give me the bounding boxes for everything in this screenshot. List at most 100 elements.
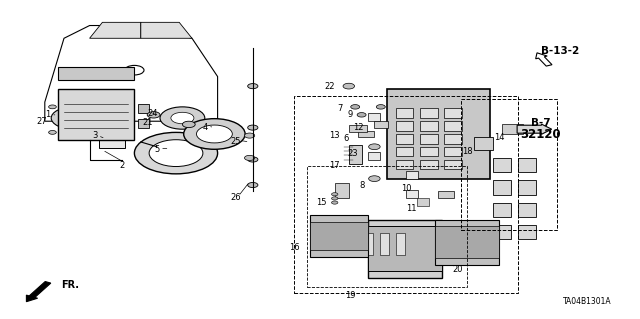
Bar	[444, 121, 462, 131]
Bar	[493, 180, 511, 195]
Bar	[358, 131, 374, 137]
Circle shape	[332, 193, 338, 196]
Text: 11: 11	[406, 204, 417, 213]
Circle shape	[332, 197, 338, 200]
FancyArrow shape	[517, 124, 552, 134]
Bar	[518, 158, 536, 172]
Text: 8: 8	[360, 181, 365, 189]
Circle shape	[248, 157, 258, 162]
Bar	[310, 215, 368, 257]
Bar	[396, 147, 413, 156]
Circle shape	[248, 125, 258, 130]
Circle shape	[357, 113, 366, 117]
Bar	[493, 203, 511, 217]
Bar	[348, 233, 357, 255]
Bar	[387, 89, 490, 179]
Bar	[518, 180, 536, 195]
Circle shape	[182, 121, 195, 128]
Bar	[368, 226, 442, 271]
Bar	[420, 134, 438, 144]
Bar	[444, 147, 462, 156]
Circle shape	[332, 201, 338, 204]
Bar	[58, 89, 134, 140]
Text: 7: 7	[338, 104, 343, 113]
Bar	[444, 108, 462, 118]
Bar	[364, 233, 373, 255]
Text: 19: 19	[345, 291, 355, 300]
Bar	[435, 220, 499, 265]
FancyArrow shape	[26, 282, 51, 302]
Bar	[474, 137, 493, 150]
Text: 26: 26	[230, 193, 241, 202]
Bar	[396, 121, 413, 131]
Circle shape	[369, 144, 380, 150]
Bar	[396, 233, 405, 255]
Circle shape	[147, 112, 160, 118]
Circle shape	[244, 155, 255, 160]
Bar	[335, 183, 349, 198]
Text: 2: 2	[119, 161, 124, 170]
Circle shape	[51, 107, 96, 129]
Bar	[368, 113, 380, 121]
Circle shape	[62, 112, 85, 124]
Bar	[349, 145, 362, 164]
Circle shape	[171, 112, 194, 124]
Circle shape	[248, 182, 258, 188]
Bar	[349, 125, 367, 132]
Text: 14: 14	[494, 133, 504, 142]
Bar	[493, 225, 511, 239]
Text: 5: 5	[154, 145, 159, 154]
Bar	[435, 226, 499, 258]
Bar	[310, 222, 368, 250]
Bar	[396, 108, 413, 118]
Text: FR.: FR.	[61, 279, 79, 290]
Text: 10: 10	[401, 184, 412, 193]
Text: 25: 25	[230, 137, 241, 146]
Text: 27: 27	[36, 117, 47, 126]
Bar	[420, 121, 438, 131]
Text: 17: 17	[329, 161, 339, 170]
Circle shape	[184, 119, 245, 149]
Bar	[502, 124, 523, 134]
Bar	[368, 152, 380, 160]
Text: 1: 1	[45, 110, 51, 119]
Bar	[518, 225, 536, 239]
Text: 16: 16	[289, 243, 300, 252]
Text: 22: 22	[324, 82, 335, 91]
Circle shape	[149, 140, 203, 167]
Circle shape	[49, 130, 56, 134]
Text: 12: 12	[353, 123, 364, 132]
Text: 4: 4	[202, 123, 207, 132]
Bar	[420, 108, 438, 118]
Bar	[444, 160, 462, 169]
Text: B-13-2: B-13-2	[541, 46, 579, 56]
Bar	[417, 198, 429, 206]
Text: 13: 13	[330, 131, 340, 140]
Bar	[438, 191, 454, 198]
Text: 20: 20	[452, 265, 463, 274]
Bar	[444, 134, 462, 144]
Text: B-7: B-7	[531, 118, 550, 128]
Circle shape	[49, 105, 56, 109]
Bar	[138, 119, 149, 128]
Circle shape	[376, 105, 385, 109]
Bar	[380, 233, 389, 255]
Circle shape	[369, 176, 380, 182]
Circle shape	[160, 107, 205, 129]
Text: 15: 15	[316, 198, 326, 207]
Polygon shape	[141, 22, 192, 38]
Bar	[406, 190, 418, 198]
Circle shape	[351, 105, 360, 109]
Text: 24: 24	[147, 109, 157, 118]
Bar	[518, 203, 536, 217]
Text: 3: 3	[92, 131, 97, 140]
Bar	[406, 171, 418, 179]
Bar	[99, 129, 125, 148]
Text: 23: 23	[348, 149, 358, 158]
Circle shape	[244, 133, 255, 138]
Bar	[420, 160, 438, 169]
Text: 9: 9	[348, 110, 353, 119]
Text: 21: 21	[142, 118, 152, 127]
Bar	[58, 67, 134, 80]
Polygon shape	[45, 26, 218, 121]
